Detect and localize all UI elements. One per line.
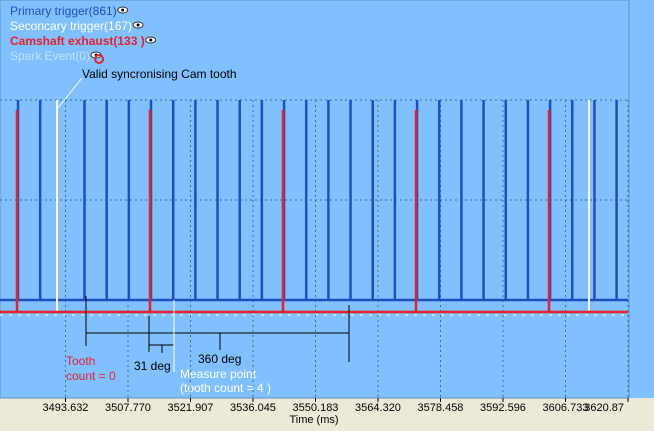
x-tick-label: 3592.596: [480, 402, 526, 414]
annotation: Tooth: [66, 354, 95, 368]
x-tick-label: 3507.770: [105, 402, 151, 414]
x-tick-label: 3536.045: [230, 402, 276, 414]
plot-background: [0, 0, 654, 398]
x-tick-label: 3564.320: [355, 402, 401, 414]
legend-off-icon: [94, 54, 105, 64]
annotation: (tooth count = 4 ): [180, 381, 271, 395]
x-tick-label: 3578.458: [418, 402, 464, 414]
legend-entry: Primary trigger(861): [10, 4, 117, 18]
legend-eye-pupil: [121, 8, 125, 12]
x-tick-label: 3493.632: [43, 402, 89, 414]
x-tick-label: 3606.733: [543, 402, 589, 414]
annotation: Valid syncronising Cam tooth: [82, 67, 237, 81]
x-tick-label: 3620.87: [584, 402, 624, 414]
sync-arrow: [57, 77, 83, 109]
legend-entry: Camshaft exhaust(133 ): [10, 34, 145, 48]
annotation: 31 deg: [134, 359, 171, 373]
plot-frame: [0, 0, 630, 399]
legend-eye-pupil: [136, 23, 140, 27]
annotation: Measure point: [180, 367, 257, 381]
x-tick-label: 3521.907: [168, 402, 214, 414]
legend-entry: Spark Event(0): [10, 49, 90, 63]
annotation: 360 deg: [198, 352, 241, 366]
x-axis-label: Time (ms): [289, 414, 338, 426]
legend-eye-pupil: [149, 38, 153, 42]
x-tick-label: 3550.183: [293, 402, 339, 414]
annotation: count = 0: [66, 369, 116, 383]
legend-entry: Seconcary trigger(167): [10, 19, 132, 33]
